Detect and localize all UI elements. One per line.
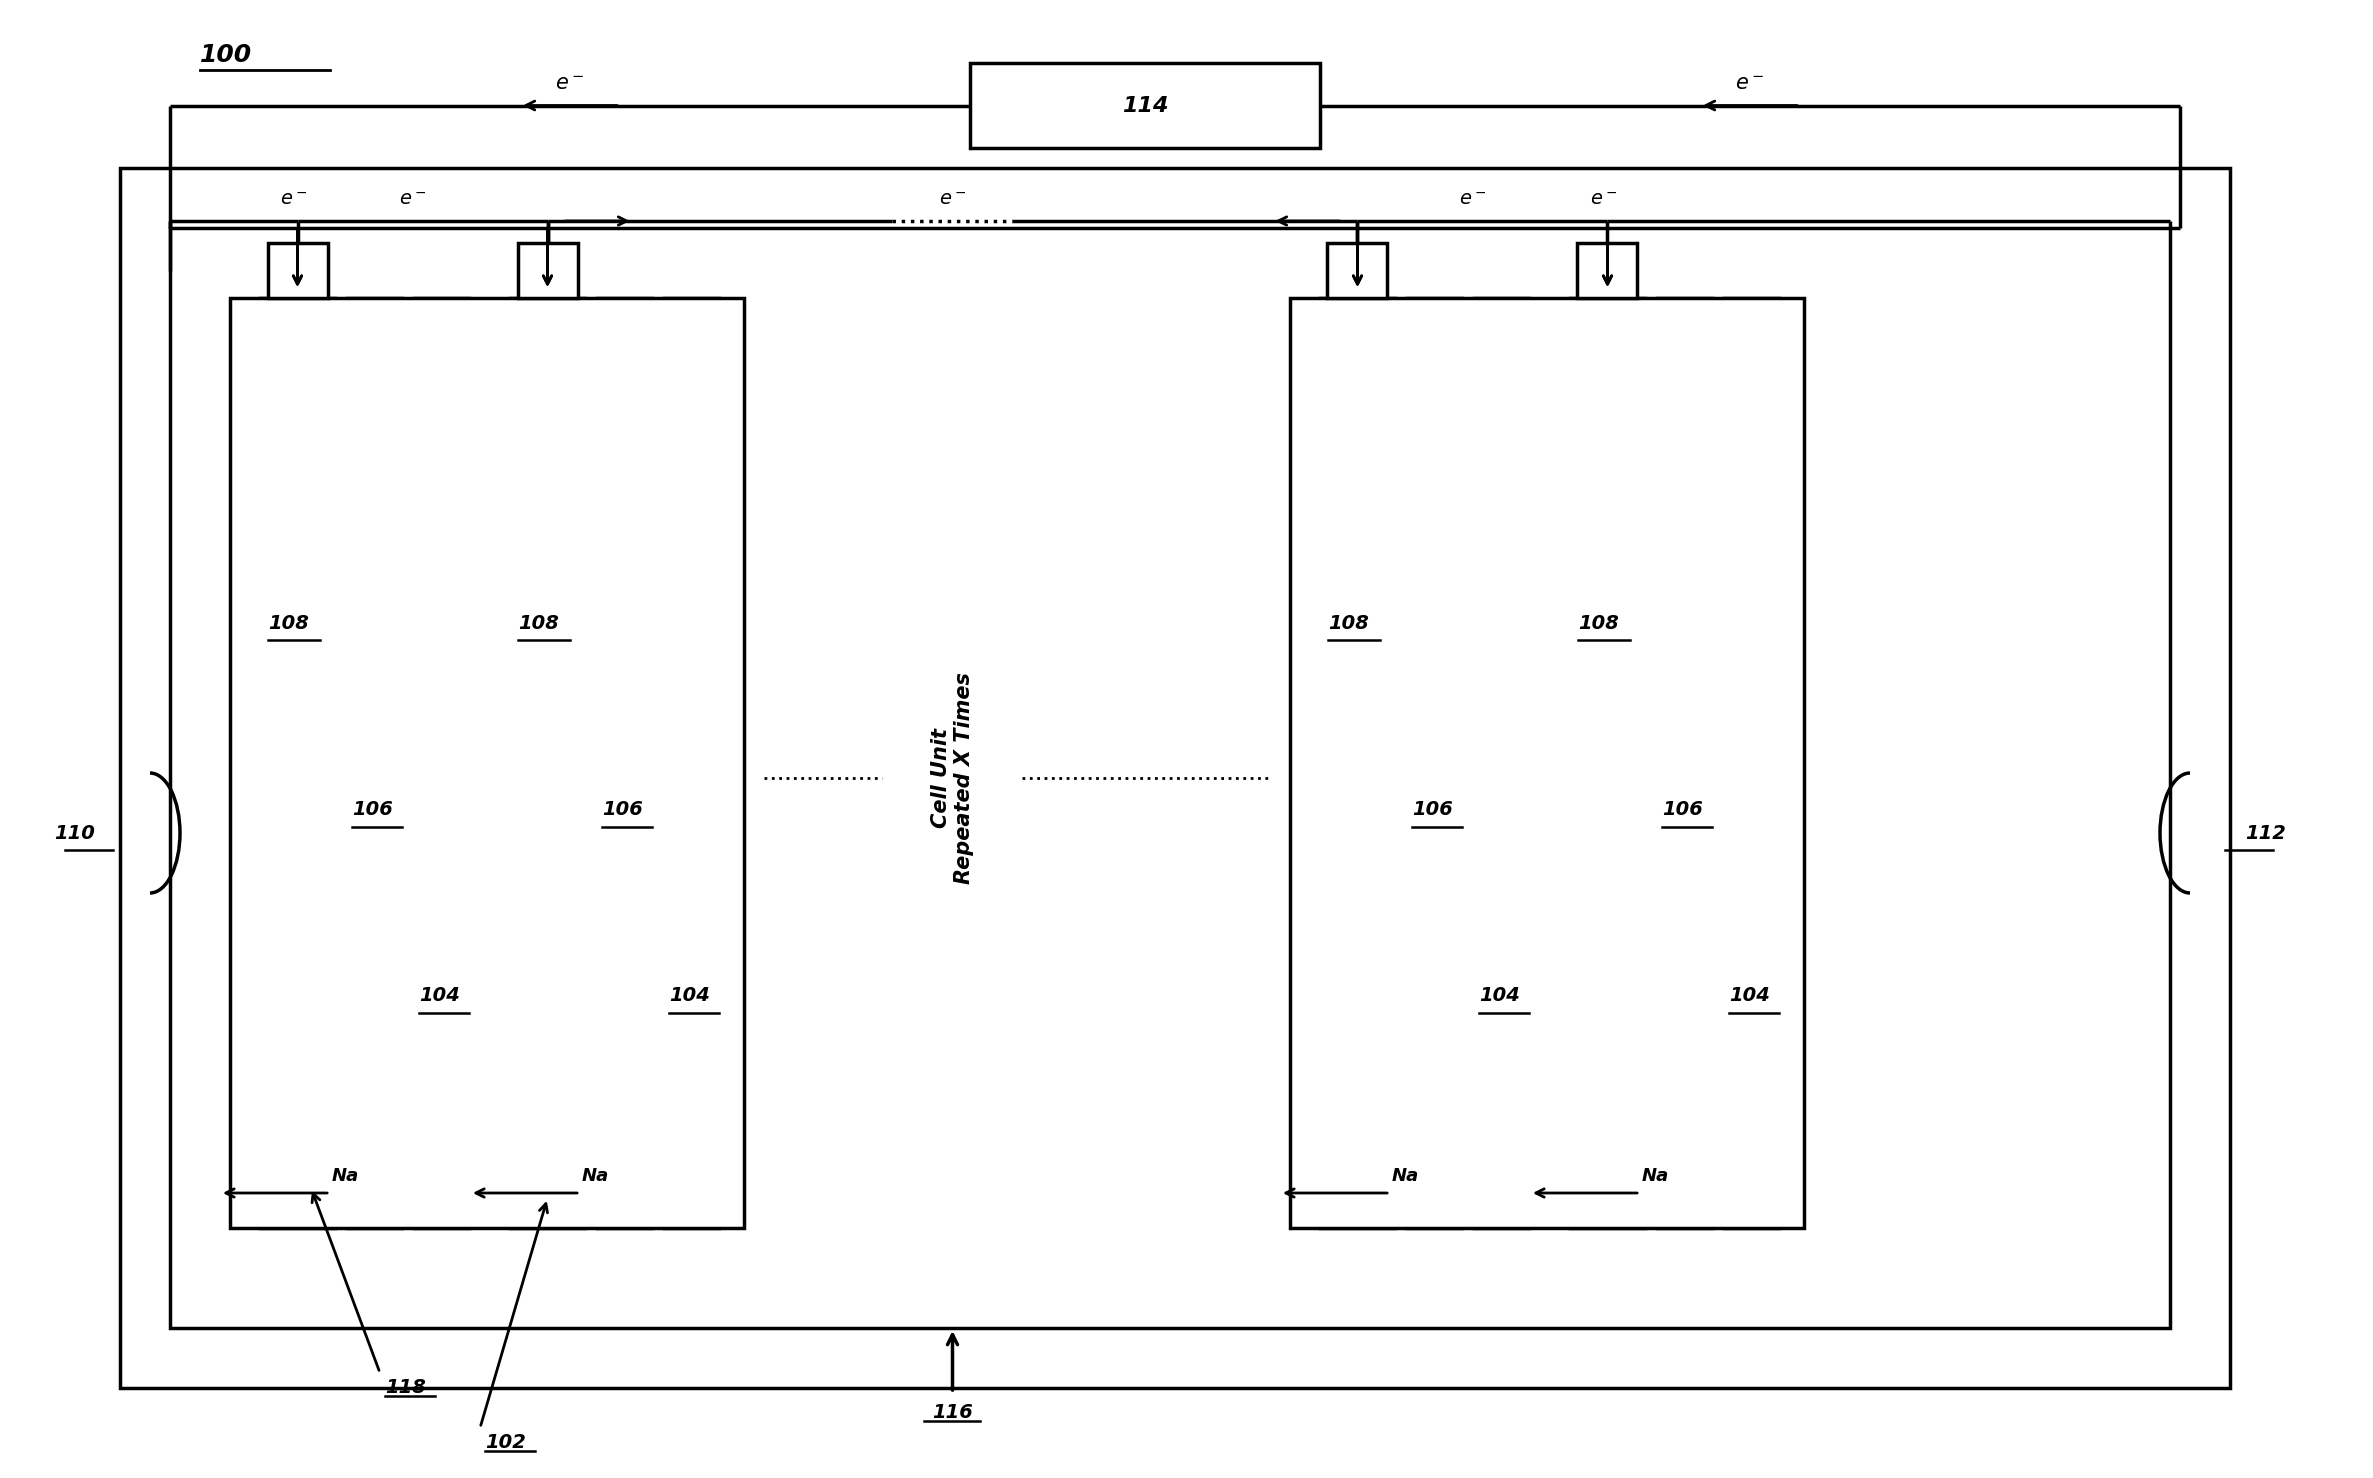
Text: Na: Na xyxy=(1393,1168,1419,1185)
Bar xyxy=(510,299,586,1228)
Text: 104: 104 xyxy=(669,986,710,1005)
Text: 116: 116 xyxy=(933,1403,973,1422)
Text: $e^-$: $e^-$ xyxy=(1735,74,1766,93)
Text: Na: Na xyxy=(1642,1168,1668,1185)
Bar xyxy=(346,299,401,1228)
Text: 104: 104 xyxy=(1478,986,1519,1005)
Bar xyxy=(1474,299,1528,1228)
Text: 106: 106 xyxy=(1412,800,1452,819)
Bar xyxy=(268,242,327,299)
Bar xyxy=(664,299,719,1228)
Bar xyxy=(1319,299,1395,1228)
Bar xyxy=(413,299,470,1228)
Bar xyxy=(171,228,2169,1329)
Bar xyxy=(261,299,335,1228)
Bar xyxy=(1571,299,1644,1228)
Bar xyxy=(598,299,653,1228)
Text: Na: Na xyxy=(332,1168,358,1185)
Text: 108: 108 xyxy=(1578,613,1618,633)
Text: Cell Unit
Repeated X Times: Cell Unit Repeated X Times xyxy=(930,672,973,884)
Text: 108: 108 xyxy=(1329,613,1369,633)
Text: $e^-$: $e^-$ xyxy=(280,189,308,208)
Text: 104: 104 xyxy=(420,986,460,1005)
Bar xyxy=(971,64,1319,148)
Bar xyxy=(1407,299,1462,1228)
Text: 104: 104 xyxy=(1730,986,1770,1005)
Text: 102: 102 xyxy=(484,1434,527,1451)
Bar xyxy=(517,242,577,299)
Text: 106: 106 xyxy=(603,800,643,819)
Text: Na: Na xyxy=(581,1168,610,1185)
Text: 118: 118 xyxy=(384,1377,425,1397)
Text: $e^-$: $e^-$ xyxy=(399,189,427,208)
Bar xyxy=(1327,242,1388,299)
Bar xyxy=(121,168,2231,1388)
Text: 112: 112 xyxy=(2245,823,2285,842)
Text: 108: 108 xyxy=(268,613,308,633)
Bar xyxy=(1291,299,1803,1228)
Text: 110: 110 xyxy=(55,823,95,842)
Bar xyxy=(1656,299,1711,1228)
Bar xyxy=(1578,242,1637,299)
Text: 114: 114 xyxy=(1122,96,1168,115)
Text: 108: 108 xyxy=(517,613,560,633)
Text: $e^-$: $e^-$ xyxy=(1590,189,1618,208)
Bar xyxy=(230,299,745,1228)
Text: 106: 106 xyxy=(351,800,394,819)
Text: 100: 100 xyxy=(199,43,252,67)
Text: $e^-$: $e^-$ xyxy=(555,74,584,93)
Text: $e^-$: $e^-$ xyxy=(940,189,966,208)
Bar xyxy=(1725,299,1780,1228)
Text: 106: 106 xyxy=(1661,800,1704,819)
Text: $e^-$: $e^-$ xyxy=(1459,189,1485,208)
